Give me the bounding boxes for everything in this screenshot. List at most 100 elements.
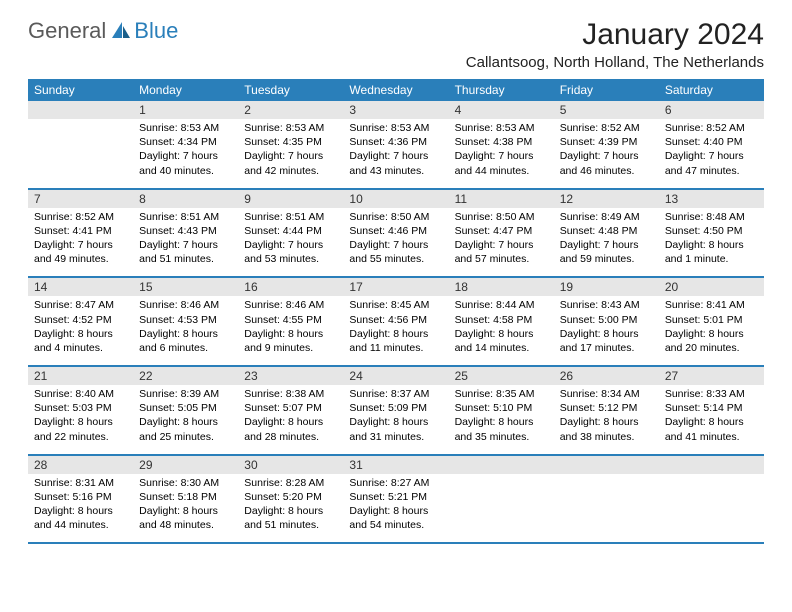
day-number: 22	[133, 367, 238, 385]
day-cell: 31Sunrise: 8:27 AMSunset: 5:21 PMDayligh…	[343, 455, 448, 543]
day-cell: 16Sunrise: 8:46 AMSunset: 4:55 PMDayligh…	[238, 278, 343, 366]
sunset-text: Sunset: 4:34 PM	[139, 135, 232, 149]
day-content: Sunrise: 8:33 AMSunset: 5:14 PMDaylight:…	[659, 385, 764, 454]
day-cell: 30Sunrise: 8:28 AMSunset: 5:20 PMDayligh…	[238, 455, 343, 543]
day-cell: 9Sunrise: 8:51 AMSunset: 4:44 PMDaylight…	[238, 189, 343, 277]
day-number: 15	[133, 278, 238, 296]
sunset-text: Sunset: 5:12 PM	[560, 401, 653, 415]
daylight-text: Daylight: 8 hours	[665, 327, 758, 341]
day-cell: 4Sunrise: 8:53 AMSunset: 4:38 PMDaylight…	[449, 101, 554, 188]
day-number: 17	[343, 278, 448, 296]
day-cell	[659, 455, 764, 543]
sunset-text: Sunset: 4:48 PM	[560, 224, 653, 238]
sunrise-text: Sunrise: 8:50 AM	[455, 210, 548, 224]
sunrise-text: Sunrise: 8:53 AM	[139, 121, 232, 135]
daylight-text: and 22 minutes.	[34, 430, 127, 444]
day-number: 13	[659, 190, 764, 208]
day-number: 23	[238, 367, 343, 385]
day-cell: 20Sunrise: 8:41 AMSunset: 5:01 PMDayligh…	[659, 278, 764, 366]
day-cell: 13Sunrise: 8:48 AMSunset: 4:50 PMDayligh…	[659, 189, 764, 277]
day-number: 6	[659, 101, 764, 119]
sunset-text: Sunset: 5:01 PM	[665, 313, 758, 327]
day-header: Friday	[554, 79, 659, 101]
daylight-text: and 31 minutes.	[349, 430, 442, 444]
sunset-text: Sunset: 4:43 PM	[139, 224, 232, 238]
day-number: 1	[133, 101, 238, 119]
sunset-text: Sunset: 5:21 PM	[349, 490, 442, 504]
day-number: 12	[554, 190, 659, 208]
daylight-text: Daylight: 7 hours	[560, 238, 653, 252]
day-cell: 1Sunrise: 8:53 AMSunset: 4:34 PMDaylight…	[133, 101, 238, 188]
daylight-text: Daylight: 7 hours	[34, 238, 127, 252]
sunset-text: Sunset: 4:38 PM	[455, 135, 548, 149]
logo-text-blue: Blue	[134, 18, 178, 44]
daylight-text: Daylight: 8 hours	[34, 415, 127, 429]
sunrise-text: Sunrise: 8:47 AM	[34, 298, 127, 312]
day-number: 14	[28, 278, 133, 296]
week-row: 14Sunrise: 8:47 AMSunset: 4:52 PMDayligh…	[28, 278, 764, 366]
day-number: 4	[449, 101, 554, 119]
sunset-text: Sunset: 4:55 PM	[244, 313, 337, 327]
sunrise-text: Sunrise: 8:51 AM	[139, 210, 232, 224]
daylight-text: and 9 minutes.	[244, 341, 337, 355]
sunrise-text: Sunrise: 8:53 AM	[349, 121, 442, 135]
daylight-text: Daylight: 8 hours	[665, 238, 758, 252]
day-number: 5	[554, 101, 659, 119]
sunset-text: Sunset: 5:05 PM	[139, 401, 232, 415]
day-content: Sunrise: 8:53 AMSunset: 4:36 PMDaylight:…	[343, 119, 448, 188]
day-number: 16	[238, 278, 343, 296]
sunrise-text: Sunrise: 8:48 AM	[665, 210, 758, 224]
daylight-text: Daylight: 8 hours	[139, 504, 232, 518]
day-number	[28, 101, 133, 119]
sunrise-text: Sunrise: 8:51 AM	[244, 210, 337, 224]
day-number: 2	[238, 101, 343, 119]
daylight-text: and 35 minutes.	[455, 430, 548, 444]
day-content: Sunrise: 8:46 AMSunset: 4:53 PMDaylight:…	[133, 296, 238, 365]
day-content: Sunrise: 8:53 AMSunset: 4:35 PMDaylight:…	[238, 119, 343, 188]
daylight-text: Daylight: 8 hours	[244, 327, 337, 341]
day-cell: 6Sunrise: 8:52 AMSunset: 4:40 PMDaylight…	[659, 101, 764, 188]
day-cell: 27Sunrise: 8:33 AMSunset: 5:14 PMDayligh…	[659, 367, 764, 455]
day-content: Sunrise: 8:45 AMSunset: 4:56 PMDaylight:…	[343, 296, 448, 365]
daylight-text: and 57 minutes.	[455, 252, 548, 266]
daylight-text: and 49 minutes.	[34, 252, 127, 266]
day-cell: 28Sunrise: 8:31 AMSunset: 5:16 PMDayligh…	[28, 455, 133, 543]
logo-sail-icon	[110, 20, 132, 43]
day-content	[449, 474, 554, 532]
day-content: Sunrise: 8:48 AMSunset: 4:50 PMDaylight:…	[659, 208, 764, 277]
sunrise-text: Sunrise: 8:39 AM	[139, 387, 232, 401]
month-year: January 2024	[466, 18, 764, 52]
sunset-text: Sunset: 4:40 PM	[665, 135, 758, 149]
sunset-text: Sunset: 5:14 PM	[665, 401, 758, 415]
calendar-table: Sunday Monday Tuesday Wednesday Thursday…	[28, 79, 764, 544]
day-number: 26	[554, 367, 659, 385]
daylight-text: and 28 minutes.	[244, 430, 337, 444]
daylight-text: Daylight: 8 hours	[34, 327, 127, 341]
day-number: 18	[449, 278, 554, 296]
day-content: Sunrise: 8:39 AMSunset: 5:05 PMDaylight:…	[133, 385, 238, 454]
daylight-text: and 46 minutes.	[560, 164, 653, 178]
daylight-text: Daylight: 7 hours	[665, 149, 758, 163]
daylight-text: and 38 minutes.	[560, 430, 653, 444]
daylight-text: Daylight: 7 hours	[349, 149, 442, 163]
day-cell: 18Sunrise: 8:44 AMSunset: 4:58 PMDayligh…	[449, 278, 554, 366]
week-row: 21Sunrise: 8:40 AMSunset: 5:03 PMDayligh…	[28, 367, 764, 455]
sunset-text: Sunset: 4:53 PM	[139, 313, 232, 327]
day-content: Sunrise: 8:47 AMSunset: 4:52 PMDaylight:…	[28, 296, 133, 365]
sunset-text: Sunset: 4:52 PM	[34, 313, 127, 327]
logo-text-general: General	[28, 18, 106, 44]
day-content: Sunrise: 8:41 AMSunset: 5:01 PMDaylight:…	[659, 296, 764, 365]
daylight-text: and 44 minutes.	[455, 164, 548, 178]
day-number: 25	[449, 367, 554, 385]
daylight-text: and 11 minutes.	[349, 341, 442, 355]
day-number: 24	[343, 367, 448, 385]
daylight-text: and 17 minutes.	[560, 341, 653, 355]
week-divider	[28, 543, 764, 544]
day-number: 7	[28, 190, 133, 208]
day-number	[449, 456, 554, 474]
day-header: Saturday	[659, 79, 764, 101]
sunset-text: Sunset: 5:00 PM	[560, 313, 653, 327]
day-number: 21	[28, 367, 133, 385]
day-header: Sunday	[28, 79, 133, 101]
sunset-text: Sunset: 4:36 PM	[349, 135, 442, 149]
